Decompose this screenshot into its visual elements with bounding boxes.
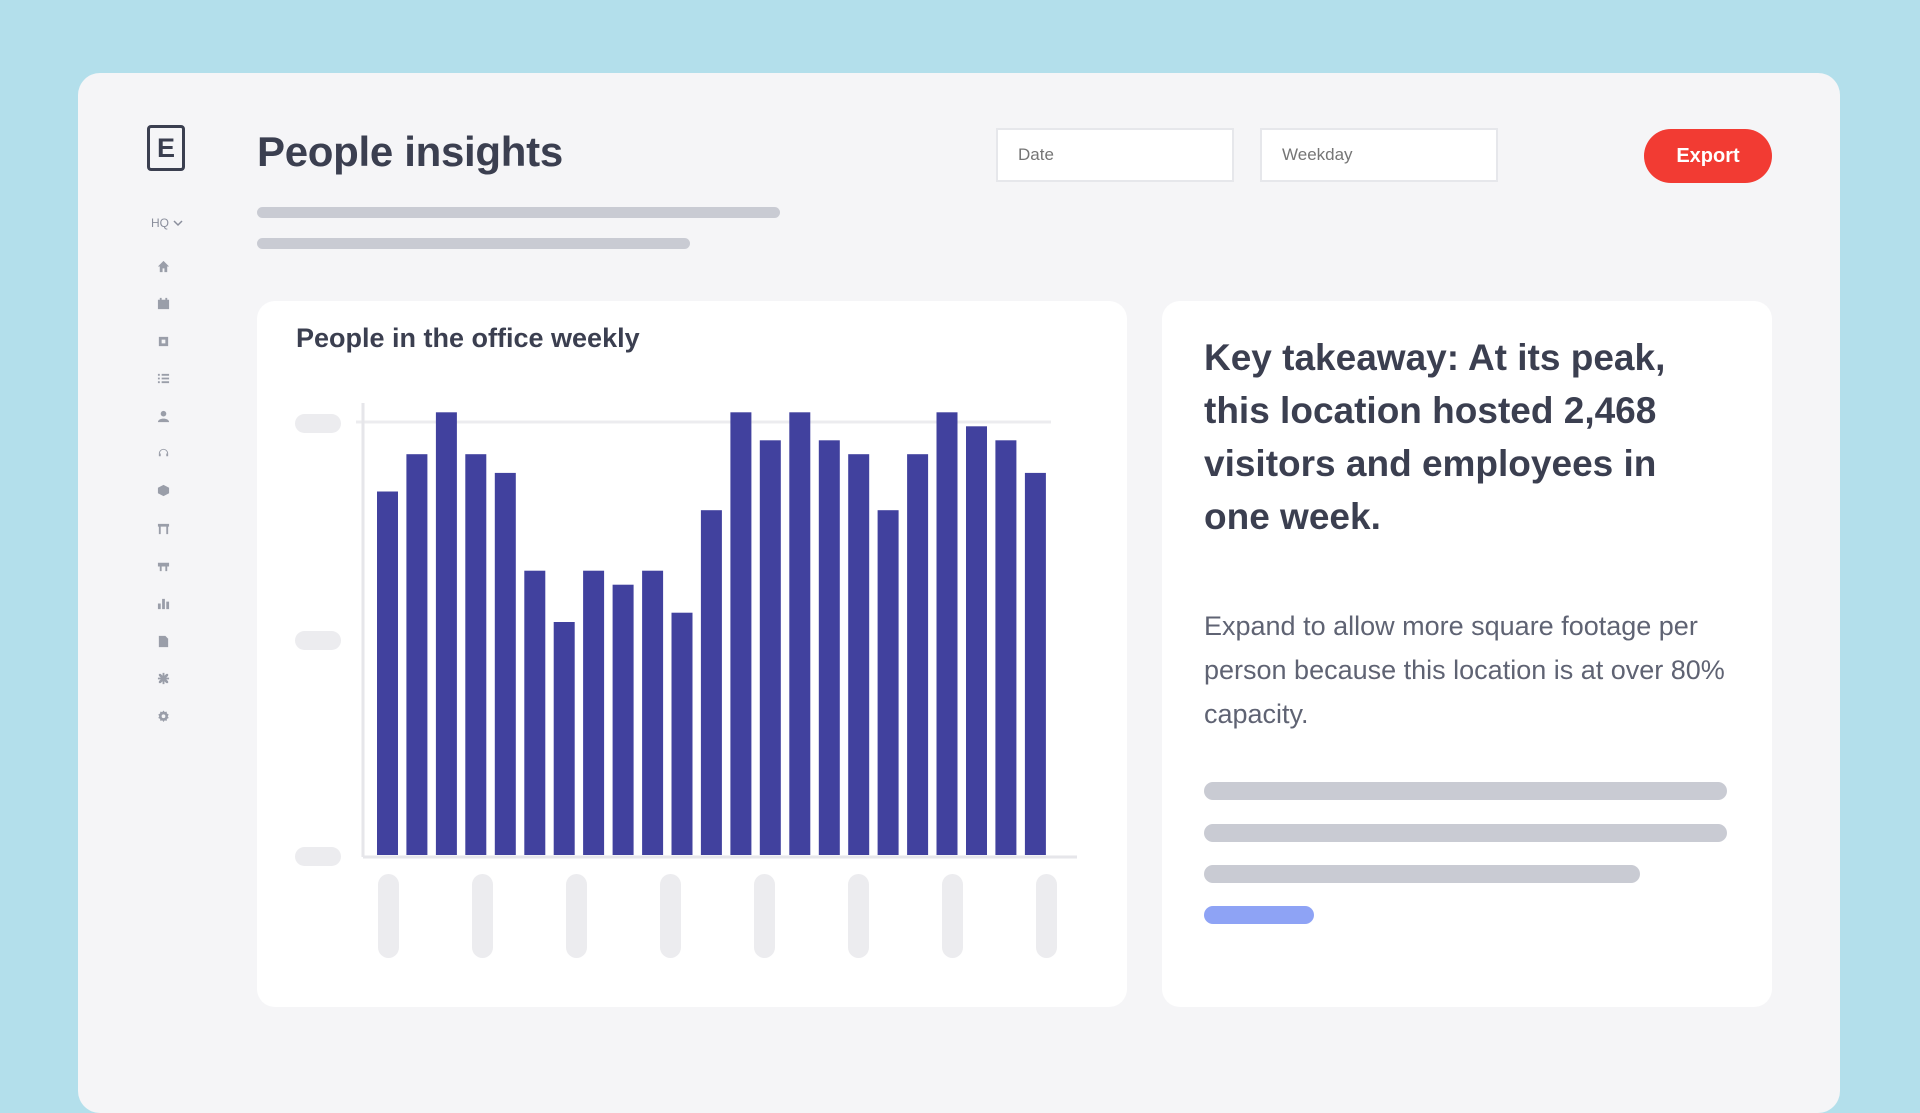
x-tick-placeholder — [942, 874, 963, 958]
key-takeaway: Key takeaway: At its peak, this location… — [1204, 337, 1666, 537]
x-tick-placeholder — [566, 874, 587, 958]
package-icon — [157, 484, 169, 496]
insight-card: Key takeaway: At its peak, this location… — [1162, 301, 1772, 1007]
subtitle-placeholder-line — [257, 238, 690, 249]
bar-W20 — [936, 412, 958, 855]
sidebar-item-home[interactable] — [156, 259, 170, 273]
app-window: E HQ — [78, 73, 1840, 1113]
chart-title: People in the office weekly — [296, 323, 640, 353]
sidebar-item-rooms[interactable] — [156, 334, 170, 348]
bar-W21 — [966, 426, 987, 855]
integrations-icon — [157, 672, 169, 684]
x-tick-placeholder — [1036, 874, 1057, 958]
bar-chart — [356, 403, 1077, 859]
chevron-down-icon — [173, 220, 183, 227]
location-label: HQ — [151, 216, 169, 230]
bar-W17 — [848, 454, 870, 855]
bar-W19 — [907, 454, 929, 855]
page-title: People insights — [257, 128, 563, 175]
y-tick-placeholder — [295, 847, 341, 866]
logo[interactable]: E — [147, 125, 185, 171]
room-icon — [158, 336, 168, 346]
sidebar-item-analytics[interactable] — [156, 596, 170, 610]
bar-W9 — [612, 584, 634, 855]
sidebar-item-workspaces[interactable] — [156, 559, 170, 573]
x-tick-placeholder — [660, 874, 681, 958]
bar-W4 — [465, 454, 487, 855]
logo-letter: E — [156, 132, 175, 163]
bar-W8 — [583, 570, 605, 855]
sidebar-item-settings[interactable] — [156, 709, 170, 723]
location-selector[interactable]: HQ — [151, 216, 183, 230]
document-icon — [158, 635, 168, 647]
sidebar-item-support[interactable] — [156, 446, 170, 460]
bar-W22 — [995, 440, 1017, 855]
sidebar-item-calendar[interactable] — [156, 296, 170, 310]
bar-W10 — [642, 570, 664, 855]
bar-W7 — [553, 622, 575, 855]
bar-W14 — [759, 440, 781, 855]
bar-W12 — [700, 510, 722, 855]
link-placeholder[interactable] — [1204, 906, 1314, 924]
user-icon — [157, 410, 169, 422]
sidebar-item-people[interactable] — [156, 409, 170, 423]
text-placeholder-line — [1204, 824, 1727, 842]
text-placeholder-line — [1204, 865, 1640, 883]
sidebar-item-documents[interactable] — [156, 634, 170, 648]
desk-icon — [157, 523, 169, 534]
calendar-icon — [157, 297, 169, 309]
bar-W2 — [406, 454, 428, 855]
x-tick-placeholder — [378, 874, 399, 958]
export-button[interactable]: Export — [1644, 129, 1772, 183]
x-tick-placeholder — [472, 874, 493, 958]
sidebar-item-deliveries[interactable] — [156, 483, 170, 497]
x-tick-placeholder — [848, 874, 869, 958]
text-placeholder-line — [1204, 782, 1727, 800]
headset-icon — [158, 448, 168, 456]
x-tick-placeholder — [754, 874, 775, 958]
bar-W16 — [818, 440, 840, 855]
date-filter-input[interactable] — [996, 128, 1234, 182]
sidebar-item-desks[interactable] — [156, 521, 170, 535]
sidebar-item-integrations[interactable] — [156, 671, 170, 685]
y-tick-placeholder — [295, 414, 341, 433]
home-icon — [157, 260, 169, 272]
bar-W11 — [671, 612, 693, 855]
bar-W5 — [494, 472, 516, 855]
bar-W18 — [877, 510, 899, 855]
weekday-filter-input[interactable] — [1260, 128, 1498, 182]
y-tick-placeholder — [295, 631, 341, 650]
bar-W15 — [789, 412, 811, 855]
bar-W3 — [435, 412, 457, 855]
gear-icon — [157, 709, 169, 722]
bar-W23 — [1024, 472, 1046, 855]
bar-W1 — [377, 491, 398, 855]
recommendation-text: Expand to allow more square footage per … — [1204, 611, 1725, 729]
workspace-icon — [157, 562, 169, 571]
list-icon — [157, 373, 169, 383]
chart-card: People in the office weekly — [257, 301, 1127, 1007]
bar-chart-icon — [157, 598, 169, 609]
subtitle-placeholder-line — [257, 207, 780, 218]
bar-W13 — [730, 412, 752, 855]
bar-W6 — [524, 570, 546, 855]
sidebar-item-list[interactable] — [156, 371, 170, 385]
